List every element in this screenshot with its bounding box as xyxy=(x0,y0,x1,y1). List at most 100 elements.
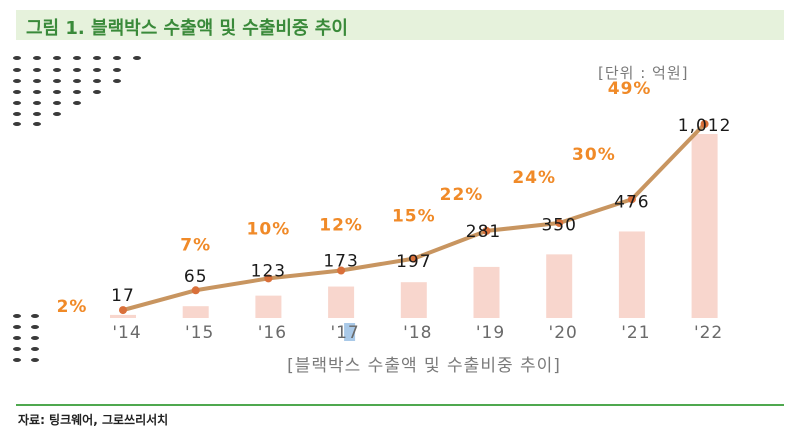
bar xyxy=(110,314,136,318)
decor-dot xyxy=(33,112,41,116)
decor-dot xyxy=(31,314,39,318)
value-label: 476 xyxy=(614,192,649,212)
decor-dot xyxy=(31,358,39,362)
decor-dot xyxy=(93,79,101,83)
share-marker xyxy=(627,195,636,204)
decor-dot xyxy=(33,56,41,60)
chart-area: 2% 7% 10% 12% 15%22% 24% 30% 49% 17 65 123 173 197 28… xyxy=(13,56,732,376)
decor-dot xyxy=(73,90,81,94)
decor-dot xyxy=(73,101,81,105)
share-label: 2% xyxy=(57,297,88,317)
value-label: 1,012 xyxy=(678,116,732,136)
bar xyxy=(691,134,718,318)
decor-dot xyxy=(53,56,61,60)
decor-dot xyxy=(13,325,21,329)
decor-dot xyxy=(53,101,61,105)
unit-label: [단위 : 억원] xyxy=(598,64,689,82)
decorative-dots xyxy=(13,56,141,362)
decor-dot xyxy=(93,90,101,94)
decor-dot xyxy=(53,68,61,72)
value-label: 123 xyxy=(251,262,286,282)
decor-dot xyxy=(13,122,21,126)
labels-group: 2% 7% 10% 12% 15%22% 24% 30% 49% 17 65 123 173 197 28… xyxy=(57,79,732,343)
decor-dot xyxy=(13,79,21,83)
share-label: 30% xyxy=(572,145,616,165)
decor-dot xyxy=(13,314,21,318)
decor-dot xyxy=(31,325,39,329)
decor-dot xyxy=(53,79,61,83)
decor-dot xyxy=(13,336,21,340)
bottom-rule xyxy=(16,404,784,406)
decor-dot xyxy=(13,68,21,72)
value-label: 65 xyxy=(184,267,208,287)
x-tick-label: '14 xyxy=(112,323,141,343)
share-line-group xyxy=(119,120,709,315)
share-marker xyxy=(264,274,273,283)
decor-dot xyxy=(53,90,61,94)
share-marker xyxy=(409,254,418,263)
decor-dot xyxy=(33,101,41,105)
x-tick-label: '17 xyxy=(330,323,359,343)
bar xyxy=(618,231,645,318)
share-label: 49% xyxy=(608,79,652,99)
decor-dot xyxy=(13,56,21,60)
bar xyxy=(546,254,573,318)
decor-dot xyxy=(31,336,39,340)
source-note: 자료: 팅크웨어, 그로쓰리서치 xyxy=(18,413,169,427)
share-marker xyxy=(337,266,346,275)
value-label: 173 xyxy=(323,252,358,272)
share-label: 22% xyxy=(440,185,484,205)
decor-dot xyxy=(53,112,61,116)
share-label: 7% xyxy=(180,235,211,255)
bars-group xyxy=(110,134,718,318)
x-tick-label: '20 xyxy=(549,323,578,343)
share-marker xyxy=(482,226,491,235)
chart-title: 그림 1. 블랙박스 수출액 및 수출비중 추이 xyxy=(26,18,348,39)
value-label: 17 xyxy=(111,286,135,306)
x-tick-label: '16 xyxy=(258,323,287,343)
decor-dot xyxy=(13,347,21,351)
value-label: 350 xyxy=(541,215,576,235)
tick-highlight xyxy=(344,323,356,341)
x-tick-label: '18 xyxy=(403,323,432,343)
decor-dot xyxy=(33,79,41,83)
decor-dot xyxy=(133,56,141,60)
decor-dot xyxy=(13,112,21,116)
decor-dot xyxy=(93,68,101,72)
bar xyxy=(400,282,427,318)
share-label: 15% xyxy=(392,207,436,227)
share-label: 24% xyxy=(512,168,556,188)
decor-dot xyxy=(73,79,81,83)
value-label: 197 xyxy=(396,252,431,272)
decor-dot xyxy=(13,90,21,94)
share-marker xyxy=(119,306,127,315)
decor-dot xyxy=(113,79,121,83)
value-label: 281 xyxy=(466,222,501,242)
share-label: 12% xyxy=(319,215,363,235)
share-marker xyxy=(700,120,709,128)
decor-dot xyxy=(31,347,39,351)
decor-dot xyxy=(33,68,41,72)
x-tick-label: '21 xyxy=(621,323,650,343)
bar xyxy=(328,286,355,318)
x-tick-label: '19 xyxy=(476,323,505,343)
decor-dot xyxy=(33,122,41,126)
decor-dot xyxy=(73,56,81,60)
title-bar: 그림 1. 블랙박스 수출액 및 수출비중 추이 xyxy=(16,10,784,40)
decor-dot xyxy=(13,101,21,105)
decor-dot xyxy=(113,68,121,72)
x-tick-label: '15 xyxy=(185,323,214,343)
decor-dot xyxy=(93,56,101,60)
share-label: 10% xyxy=(247,219,291,239)
x-axis-title: [블랙박스 수출액 및 수출비중 추이] xyxy=(287,356,561,376)
x-tick-label: '22 xyxy=(694,323,723,343)
bar xyxy=(182,306,209,318)
bar xyxy=(255,295,282,318)
decor-dot xyxy=(33,90,41,94)
share-marker xyxy=(555,218,564,227)
decor-dot xyxy=(13,358,21,362)
decor-dot xyxy=(113,56,121,60)
bar xyxy=(473,266,500,318)
share-marker xyxy=(191,286,200,295)
decor-dot xyxy=(73,68,81,72)
